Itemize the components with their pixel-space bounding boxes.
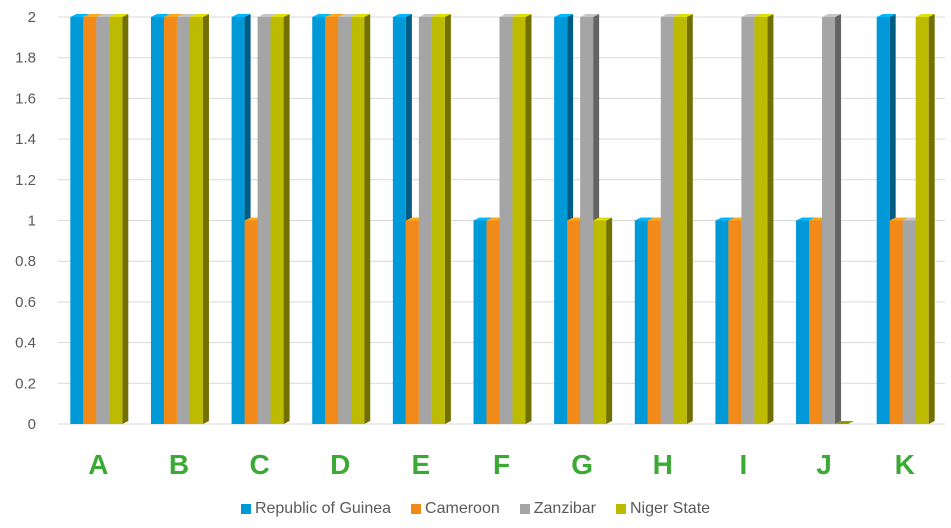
- bars: [70, 14, 935, 424]
- bar-J-niger-state: [835, 421, 855, 424]
- legend-label: Zanzibar: [533, 500, 596, 517]
- legend-swatch: [519, 504, 530, 514]
- y-tick-label: 1.2: [15, 172, 36, 189]
- bar-D-niger-state: [351, 14, 371, 424]
- x-category-label: K: [895, 449, 915, 480]
- x-category-label: J: [816, 449, 832, 480]
- y-tick-label: 0.2: [15, 375, 36, 392]
- x-category-label: I: [740, 449, 748, 480]
- x-category-label: D: [330, 449, 350, 480]
- bar-H-niger-state: [673, 14, 693, 424]
- legend-label: Cameroon: [425, 500, 500, 517]
- y-tick-label: 1.6: [15, 90, 36, 107]
- bar-F-niger-state: [512, 14, 532, 424]
- bar-I-niger-state: [754, 14, 774, 424]
- y-axis-ticks: 0 0.2 0.4 0.6 0.8 1 1.2 1.4 1.6 1.8 2: [15, 9, 36, 433]
- y-tick-label: 0: [28, 416, 36, 433]
- x-category-label: H: [653, 449, 673, 480]
- y-tick-label: 1.8: [15, 50, 36, 67]
- y-tick-label: 1: [28, 213, 36, 230]
- x-category-label: C: [249, 449, 269, 480]
- legend-item: Zanzibar: [519, 500, 596, 518]
- y-tick-label: 0.8: [15, 253, 36, 270]
- x-category-label: E: [412, 449, 431, 480]
- legend-label: Republic of Guinea: [254, 500, 392, 517]
- bar-C-niger-state: [270, 14, 290, 424]
- legend-label: Niger State: [630, 500, 711, 517]
- bar-B-niger-state: [189, 14, 209, 424]
- x-category-label: A: [88, 449, 108, 480]
- bar-A-niger-state: [109, 14, 129, 424]
- x-axis-categories: A B C D E F G H I J K: [88, 449, 915, 480]
- bar-K-niger-state: [915, 14, 935, 424]
- bar-E-niger-state: [431, 14, 451, 424]
- legend-item: Niger State: [616, 500, 710, 518]
- x-category-label: B: [169, 449, 189, 480]
- legend-swatch: [411, 504, 422, 514]
- y-tick-label: 1.4: [15, 131, 36, 148]
- bar-G-niger-state: [593, 217, 613, 424]
- legend-item: Republic of Guinea: [240, 500, 392, 518]
- y-tick-label: 0.4: [15, 335, 36, 352]
- legend-swatch: [616, 504, 626, 514]
- bar-J-zanzibar: [822, 14, 842, 424]
- x-category-label: F: [493, 449, 510, 480]
- bar-chart: 0 0.2 0.4 0.6 0.8 1 1.2 1.4 1.6 1.8 2 A B C D E F G H I J K: [15, 9, 945, 480]
- legend-swatch: [240, 504, 251, 514]
- x-category-label: G: [571, 449, 593, 480]
- legend-item: Cameroon: [411, 500, 500, 518]
- y-tick-label: 0.6: [15, 294, 36, 311]
- legend: Republic of Guinea Cameroon Zanzibar Niger …: [0, 500, 951, 518]
- y-tick-label: 2: [28, 9, 36, 26]
